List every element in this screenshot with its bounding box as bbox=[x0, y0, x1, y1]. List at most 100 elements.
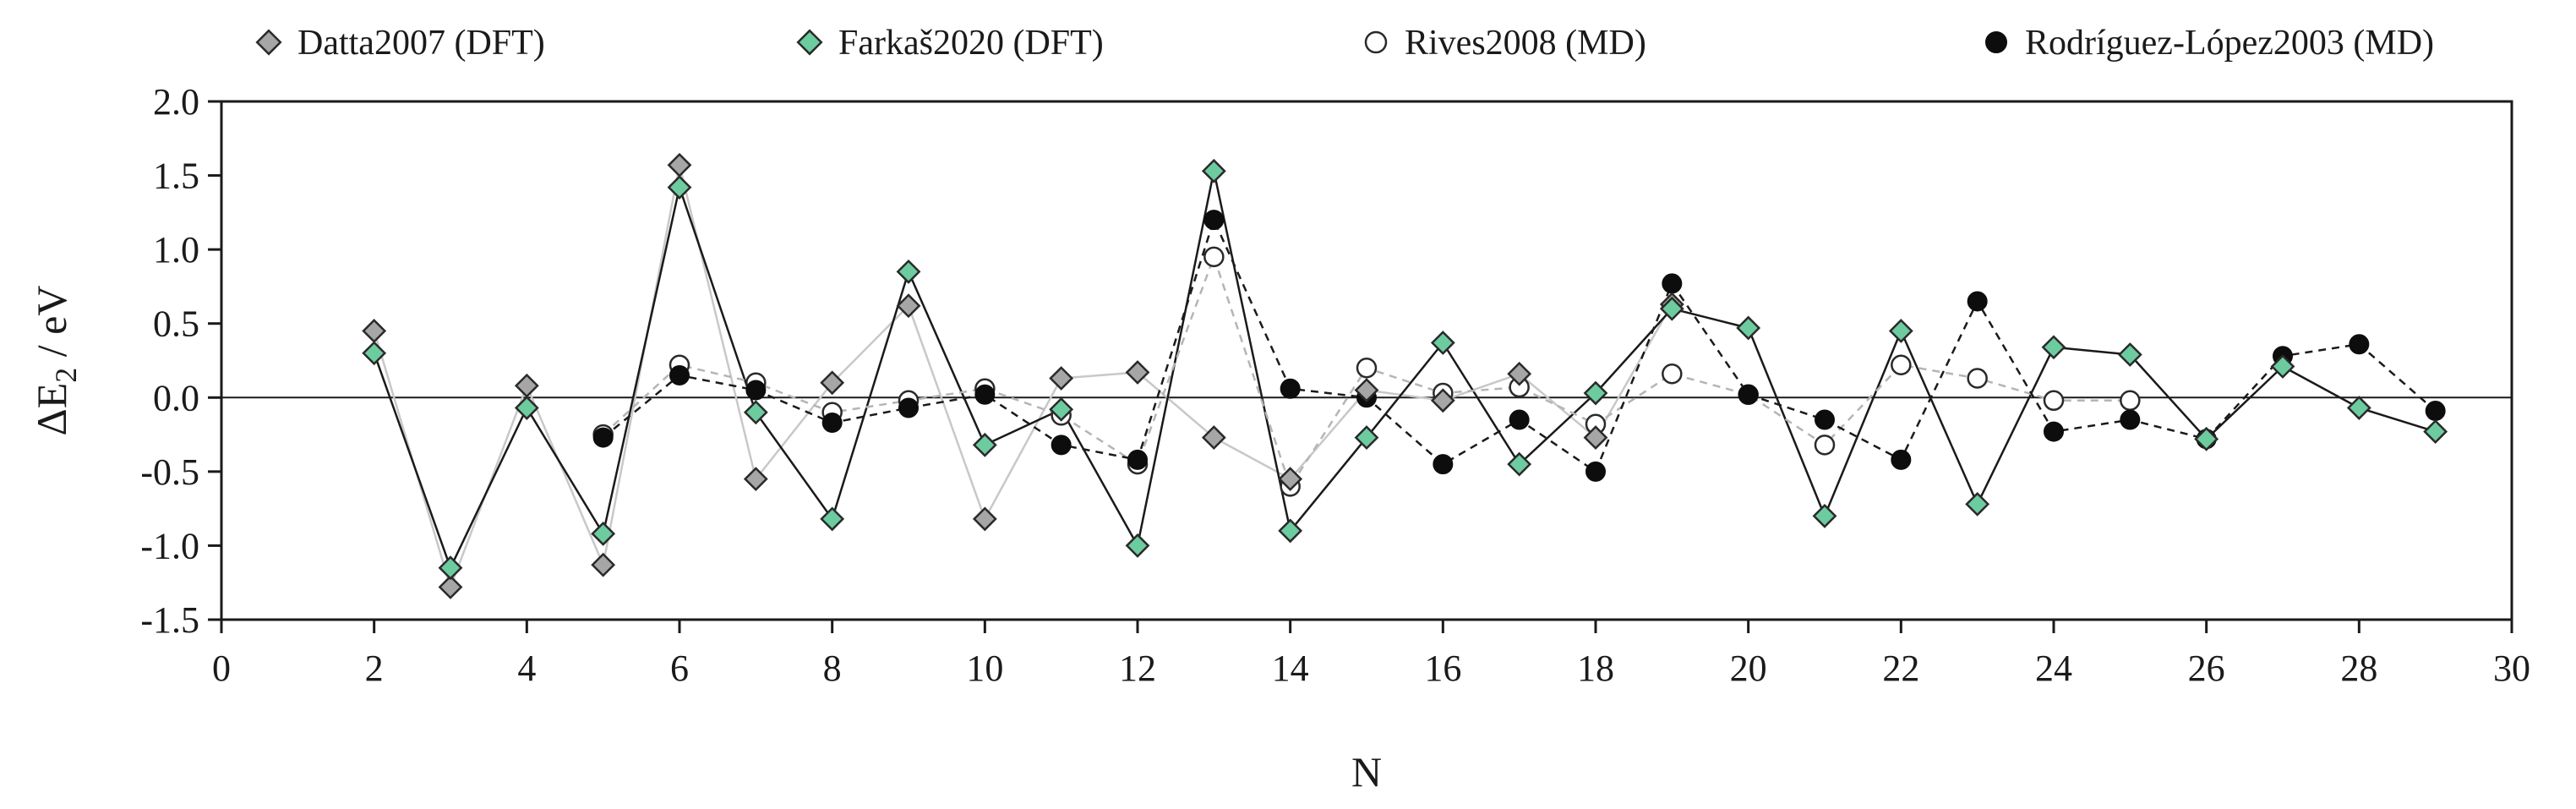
y-tick-label: 1.5 bbox=[153, 156, 199, 197]
data-point-series-1 bbox=[2346, 396, 2371, 420]
legend-item-2: Rives2008 (MD) bbox=[1364, 24, 1646, 63]
data-point-series-1 bbox=[1812, 503, 1837, 528]
data-point-series-2 bbox=[1967, 368, 1988, 389]
data-point-series-3 bbox=[2349, 334, 2370, 355]
data-point-series-3 bbox=[1203, 210, 1225, 231]
data-point-series-0 bbox=[514, 373, 539, 398]
data-point-series-3 bbox=[1967, 291, 1988, 312]
data-point-series-1 bbox=[1125, 533, 1150, 558]
data-point-series-1 bbox=[514, 396, 539, 420]
legend-item-3: Rodríguez-López2003 (MD) bbox=[1985, 24, 2434, 63]
data-point-series-0 bbox=[1430, 388, 1455, 413]
x-tick-label: 10 bbox=[966, 648, 1003, 689]
data-point-series-1 bbox=[2270, 354, 2295, 379]
data-point-series-0 bbox=[820, 370, 845, 396]
data-point-series-3 bbox=[592, 427, 614, 448]
x-tick-label: 28 bbox=[2340, 648, 2377, 689]
x-tick-label: 2 bbox=[365, 648, 384, 689]
data-point-series-1 bbox=[1354, 425, 1379, 450]
y-tick-label: 1.0 bbox=[153, 229, 199, 271]
data-point-series-0 bbox=[667, 152, 692, 178]
legend-marker-0 bbox=[255, 29, 282, 56]
data-point-series-0 bbox=[1201, 425, 1226, 450]
data-point-series-1 bbox=[1583, 380, 1608, 406]
data-point-series-3 bbox=[1127, 449, 1148, 470]
data-point-series-3 bbox=[1509, 409, 1530, 430]
x-tick-label: 12 bbox=[1119, 648, 1156, 689]
legend-marker-1 bbox=[796, 29, 823, 56]
data-point-series-0 bbox=[743, 467, 768, 492]
data-point-series-3 bbox=[1891, 449, 1912, 470]
x-tick-label: 4 bbox=[517, 648, 536, 689]
x-axis-ticks: 0 2 4 6 8 10 12 14 16 18 20 22 24 26 28 30 bbox=[212, 620, 2530, 689]
legend-label-3: Rodríguez-López2003 (MD) bbox=[2025, 24, 2434, 63]
data-point-series-1 bbox=[743, 400, 768, 425]
x-tick-label: 16 bbox=[1424, 648, 1461, 689]
x-tick-label: 20 bbox=[1730, 648, 1767, 689]
series-line-3 bbox=[602, 218, 2437, 473]
data-point-series-2 bbox=[1203, 246, 1225, 268]
data-point-series-1 bbox=[2117, 342, 2142, 367]
x-tick-label: 8 bbox=[823, 648, 842, 689]
legend-marker-2 bbox=[1364, 30, 1388, 54]
legend-label-0: Datta2007 (DFT) bbox=[297, 24, 545, 63]
x-tick-label: 24 bbox=[2035, 648, 2072, 689]
series-markers bbox=[362, 152, 2448, 599]
data-point-series-3 bbox=[669, 365, 690, 386]
series-line-0 bbox=[373, 164, 1673, 588]
data-point-series-3 bbox=[1815, 409, 1835, 430]
legend-item-0: Datta2007 (DFT) bbox=[255, 24, 545, 63]
y-axis-ticks: 2.0 1.5 1.0 0.5 0.0 -0.5 -1.0 -1.5 bbox=[140, 81, 221, 641]
data-point-series-1 bbox=[1888, 319, 1913, 343]
data-point-series-2 bbox=[2043, 390, 2065, 412]
y-axis-label-main: ΔE bbox=[28, 383, 75, 436]
data-point-series-2 bbox=[1662, 364, 1683, 385]
data-point-series-1 bbox=[1430, 331, 1455, 355]
legend-label-1: Farkaš2020 (DFT) bbox=[838, 24, 1104, 63]
data-point-series-1 bbox=[1049, 396, 1074, 422]
x-tick-label: 14 bbox=[1272, 648, 1309, 689]
data-point-series-1 bbox=[2194, 426, 2219, 451]
data-point-series-1 bbox=[667, 175, 692, 200]
series-line-1 bbox=[373, 170, 2437, 569]
data-point-series-1 bbox=[1736, 315, 1761, 341]
data-point-series-0 bbox=[438, 575, 463, 599]
data-point-series-0 bbox=[1354, 378, 1379, 402]
data-point-series-3 bbox=[2120, 409, 2141, 430]
data-point-series-3 bbox=[1051, 435, 1072, 456]
y-tick-label: -1.0 bbox=[140, 525, 199, 566]
data-point-series-3 bbox=[1433, 454, 1454, 475]
legend-label-2: Rives2008 (MD) bbox=[1405, 24, 1646, 63]
data-point-series-0 bbox=[1507, 361, 1532, 386]
y-axis-label: ΔE2 / eV bbox=[28, 286, 83, 436]
data-point-series-1 bbox=[362, 341, 387, 366]
data-point-series-1 bbox=[1965, 491, 1990, 517]
data-point-series-0 bbox=[1278, 467, 1303, 492]
plot-frame bbox=[220, 100, 2513, 621]
data-point-series-3 bbox=[974, 384, 996, 405]
data-point-series-3 bbox=[2425, 401, 2446, 422]
y-tick-label: -0.5 bbox=[140, 451, 199, 493]
data-point-series-0 bbox=[362, 319, 387, 343]
data-point-series-1 bbox=[2041, 335, 2066, 360]
data-point-series-0 bbox=[591, 552, 616, 577]
legend-item-1: Farkaš2020 (DFT) bbox=[796, 24, 1104, 63]
data-point-series-1 bbox=[820, 506, 845, 532]
y-tick-label: 0.5 bbox=[153, 303, 199, 345]
y-axis-label-unit: / eV bbox=[28, 286, 75, 368]
data-point-series-2 bbox=[1891, 354, 1912, 376]
data-point-series-3 bbox=[745, 380, 767, 401]
x-tick-label: 22 bbox=[1882, 648, 1919, 689]
y-axis-label-subscript: 2 bbox=[49, 368, 83, 383]
y-tick-label: 2.0 bbox=[153, 81, 199, 123]
data-point-series-3 bbox=[898, 397, 919, 418]
x-tick-label: 0 bbox=[212, 648, 231, 689]
data-point-series-3 bbox=[1585, 461, 1606, 482]
x-tick-label: 30 bbox=[2493, 648, 2530, 689]
legend-marker-3 bbox=[1985, 31, 2007, 53]
x-tick-label: 18 bbox=[1577, 648, 1614, 689]
data-point-series-1 bbox=[1659, 296, 1684, 321]
data-point-series-1 bbox=[2423, 419, 2448, 444]
data-point-series-1 bbox=[972, 432, 997, 457]
